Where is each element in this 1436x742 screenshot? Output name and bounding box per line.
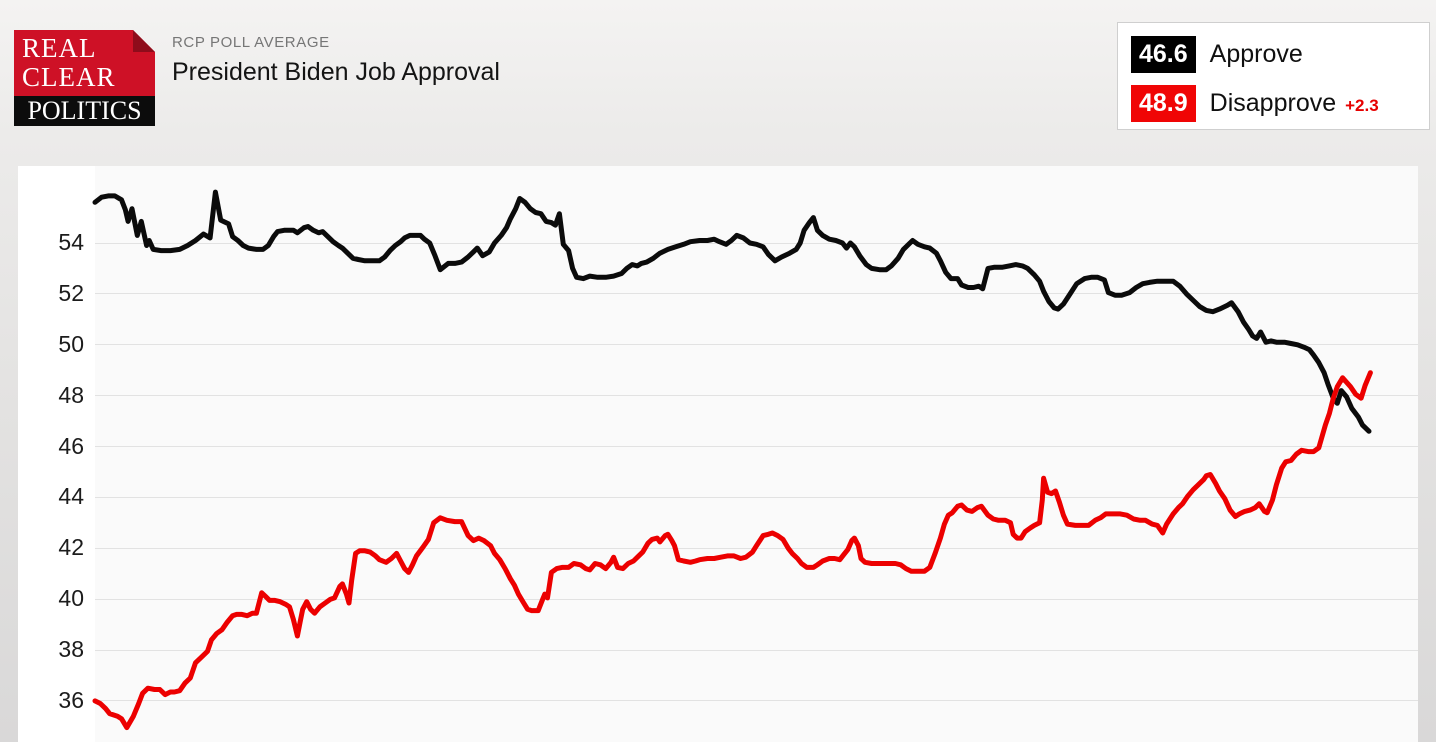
series-lines-svg: [92, 189, 1373, 731]
rcp-logo-word-politics: POLITICS: [14, 96, 155, 126]
page-header: REAL CLEAR POLITICS RCP POLL AVERAGE Pre…: [0, 0, 1436, 166]
y-tick-label-40: 40: [58, 585, 84, 612]
gridline-44: [95, 496, 1418, 498]
gridline-50: [95, 344, 1418, 346]
y-tick-label-42: 42: [58, 534, 84, 561]
disapprove-value-badge: 48.9: [1131, 85, 1196, 122]
legend-row-approve: 46.6 Approve: [1131, 36, 1303, 73]
y-tick-label-50: 50: [58, 330, 84, 357]
approve-label: Approve: [1209, 40, 1303, 68]
series-line-approve: [92, 189, 1372, 434]
rcp-logo-word-real: REAL: [22, 33, 97, 63]
poll-average-kicker: RCP POLL AVERAGE: [172, 34, 330, 51]
rcp-logo-corner-fold: [133, 30, 155, 52]
y-tick-label-44: 44: [58, 483, 84, 510]
y-tick-label-46: 46: [58, 432, 84, 459]
plot-area[interactable]: [95, 166, 1418, 742]
page-title: President Biden Job Approval: [172, 58, 500, 86]
gridline-38: [95, 649, 1418, 651]
legend-box: 46.6 Approve 48.9 Disapprove +2.3: [1117, 22, 1430, 130]
gridline-40: [95, 598, 1418, 600]
y-tick-label-36: 36: [58, 686, 84, 713]
legend-row-disapprove: 48.9 Disapprove +2.3: [1131, 85, 1379, 122]
spread-value: +2.3: [1345, 95, 1379, 115]
rcp-logo[interactable]: REAL CLEAR POLITICS: [14, 30, 155, 126]
y-tick-label-48: 48: [58, 381, 84, 408]
disapprove-label: Disapprove: [1209, 89, 1337, 117]
rcp-logo-word-clear: CLEAR: [22, 62, 116, 92]
rcp-logo-red-panel: REAL CLEAR: [14, 30, 155, 96]
approval-chart[interactable]: 54 52 50 48 46 44 42 40 38 36: [18, 166, 1418, 742]
y-tick-label-38: 38: [58, 636, 84, 663]
gridline-36: [95, 700, 1418, 702]
y-tick-label-54: 54: [58, 229, 84, 255]
approve-value-badge: 46.6: [1131, 36, 1196, 73]
gridline-46: [95, 446, 1418, 448]
gridline-48: [95, 395, 1418, 397]
series-line-disapprove: [92, 370, 1373, 731]
gridline-52: [95, 293, 1418, 295]
y-tick-label-52: 52: [58, 279, 84, 306]
